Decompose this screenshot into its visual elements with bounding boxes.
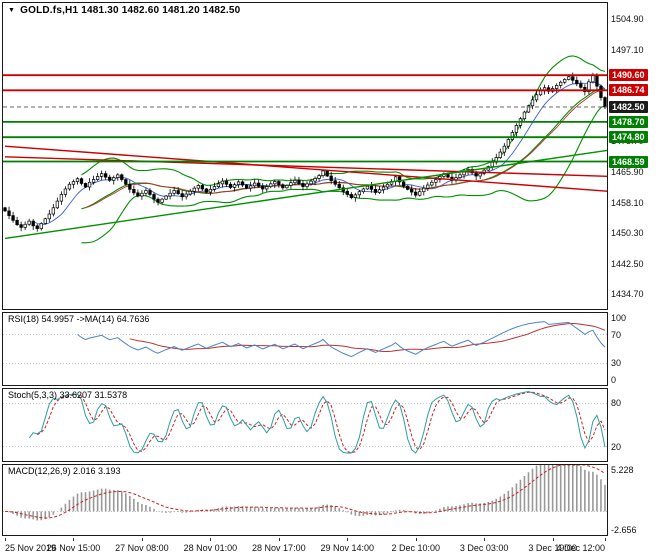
level-price-badge: 1468.59 bbox=[609, 155, 648, 168]
level-price-badge: 1478.70 bbox=[609, 115, 648, 128]
rsi-panel[interactable]: RSI(18) 54.9957 ->MA(14) 64.7636 bbox=[2, 312, 608, 386]
fast-ma-line bbox=[32, 81, 606, 225]
stoch-tick-label: 20 bbox=[611, 441, 622, 452]
trendline-1 bbox=[4, 145, 607, 192]
time-tick bbox=[73, 538, 75, 541]
price-chart-panel[interactable]: ▼ GOLD.fs,H1 1481.30 1482.60 1481.20 148… bbox=[2, 2, 608, 310]
price-tick-label: 1465.90 bbox=[611, 167, 644, 178]
rsi-tick-label: 100 bbox=[611, 313, 627, 323]
macd-tick-label: -2.656 bbox=[611, 525, 637, 535]
rsi-tick-label: 70 bbox=[611, 329, 622, 340]
stochastic-header: Stoch(5,3,3) 33.6207 31.5378 bbox=[8, 390, 128, 400]
time-tick bbox=[5, 538, 6, 541]
price-tick-label: 1458.10 bbox=[611, 197, 644, 208]
current-price-badge: 1482.50 bbox=[609, 100, 648, 113]
time-label: 25 Nov 2019 bbox=[5, 543, 57, 553]
stoch-main-line bbox=[28, 390, 606, 454]
time-tick bbox=[415, 538, 417, 541]
macd-tick-label: 5.228 bbox=[611, 465, 634, 475]
macd-panel[interactable]: MACD(12,26,9) 2.016 3.193 bbox=[2, 464, 608, 536]
time-label: 29 Nov 14:00 bbox=[320, 543, 375, 553]
stoch-tick-label: 80 bbox=[611, 398, 622, 409]
time-label: 3 Dec 19:00 bbox=[528, 543, 577, 553]
rsi-tick-label: 0 bbox=[611, 375, 617, 385]
price-axis[interactable]: 1504.901497.101473.701465.901458.101450.… bbox=[608, 0, 660, 560]
stoch-signal-line bbox=[36, 391, 606, 454]
time-tick bbox=[552, 538, 554, 541]
time-label: 2 Dec 10:00 bbox=[391, 543, 440, 553]
time-axis[interactable]: 25 Nov 2019 26 Nov 15:00 27 Nov 08:00 28 No… bbox=[2, 538, 608, 558]
macd-histogram bbox=[8, 465, 606, 521]
rsi-line bbox=[77, 321, 606, 358]
time-label: 3 Dec 03:00 bbox=[459, 543, 509, 553]
trendline-3 bbox=[4, 149, 607, 240]
symbol-marker-icon: ▼ bbox=[8, 7, 16, 14]
macd-header: MACD(12,26,9) 2.016 3.193 bbox=[8, 466, 121, 476]
time-tick bbox=[141, 538, 143, 541]
rsi-plot[interactable] bbox=[3, 313, 607, 385]
time-label: 4 Dec 12:00 bbox=[556, 543, 605, 553]
time-tick bbox=[604, 538, 606, 541]
ohlc-values: 1481.30 1482.60 1481.20 1482.50 bbox=[81, 5, 241, 16]
price-tick-label: 1450.30 bbox=[611, 228, 644, 239]
time-tick bbox=[484, 538, 486, 541]
time-tick bbox=[347, 538, 349, 541]
stochastic-panel[interactable]: Stoch(5,3,3) 33.6207 31.5378 bbox=[2, 388, 608, 462]
price-tick-label: 1504.90 bbox=[611, 14, 644, 25]
candles-group bbox=[3, 72, 607, 232]
level-price-badge: 1474.80 bbox=[609, 131, 648, 144]
level-price-badge: 1490.60 bbox=[609, 69, 648, 82]
symbol-title: GOLD.fs,H1 bbox=[20, 5, 79, 16]
rsi-tick-label: 30 bbox=[611, 358, 622, 369]
candlestick-chart[interactable] bbox=[3, 3, 607, 309]
trendline-2 bbox=[4, 156, 607, 178]
time-label: 27 Nov 08:00 bbox=[115, 543, 169, 553]
macd-signal-line bbox=[4, 465, 606, 519]
time-label: 28 Nov 17:00 bbox=[252, 543, 306, 553]
chart-header: ▼ GOLD.fs,H1 1481.30 1482.60 1481.20 148… bbox=[8, 5, 240, 16]
time-tick bbox=[210, 538, 212, 541]
time-label: 28 Nov 01:00 bbox=[183, 543, 238, 553]
rsi-header: RSI(18) 54.9957 ->MA(14) 64.7636 bbox=[8, 314, 150, 324]
stochastic-plot[interactable] bbox=[3, 389, 607, 461]
price-tick-label: 1442.50 bbox=[611, 258, 644, 269]
price-tick-label: 1434.70 bbox=[611, 289, 644, 300]
macd-plot[interactable] bbox=[3, 465, 607, 535]
time-tick bbox=[278, 538, 280, 541]
price-tick-label: 1497.10 bbox=[611, 44, 644, 55]
rsi-ma-line bbox=[129, 322, 606, 352]
time-label: 26 Nov 15:00 bbox=[46, 543, 101, 553]
level-price-badge: 1486.74 bbox=[609, 84, 648, 97]
